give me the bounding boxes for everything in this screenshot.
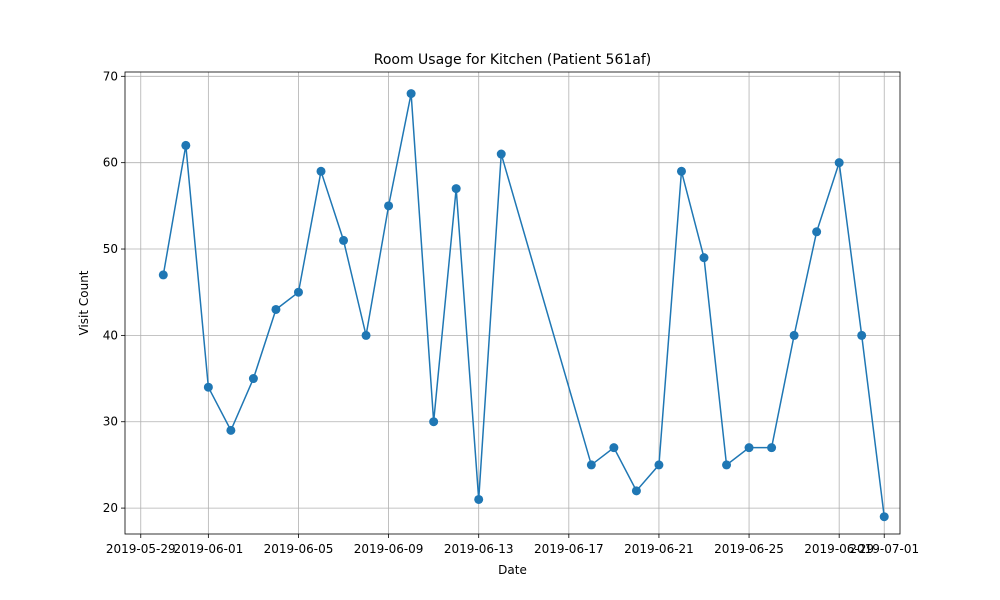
grid <box>125 72 900 534</box>
data-point <box>857 330 867 340</box>
data-point <box>767 443 777 453</box>
chart-title: Room Usage for Kitchen (Patient 561af) <box>374 52 652 68</box>
data-point <box>609 443 619 453</box>
data-point <box>699 253 709 263</box>
data-point <box>631 486 641 496</box>
data-point <box>158 270 168 280</box>
y-tick-label: 50 <box>103 242 118 256</box>
data-point <box>293 287 303 297</box>
data-point <box>361 330 371 340</box>
x-tick-label: 2019-06-01 <box>173 542 243 556</box>
data-point <box>339 235 349 245</box>
data-points <box>158 89 889 522</box>
x-tick-label: 2019-07-01 <box>849 542 919 556</box>
series-line <box>162 93 885 517</box>
data-point <box>451 184 461 194</box>
data-point <box>586 460 596 470</box>
data-point <box>722 460 732 470</box>
data-point <box>271 304 281 314</box>
data-point <box>744 443 754 453</box>
y-axis-ticks: 20 30 40 50 60 70 <box>103 69 125 515</box>
x-tick-label: 2019-06-25 <box>714 542 784 556</box>
x-tick-label: 2019-05-29 <box>106 542 176 556</box>
y-tick-label: 30 <box>103 415 118 429</box>
data-point <box>384 201 394 211</box>
x-tick-label: 2019-06-09 <box>354 542 424 556</box>
data-point <box>248 374 258 384</box>
y-tick-label: 20 <box>103 501 118 515</box>
data-point <box>181 140 191 150</box>
x-tick-label: 2019-06-17 <box>534 542 604 556</box>
data-point <box>676 166 686 176</box>
data-point <box>203 382 213 392</box>
x-tick-label: 2019-06-13 <box>444 542 514 556</box>
data-point <box>654 460 664 470</box>
x-axis-label: Date <box>498 563 527 577</box>
data-point <box>789 330 799 340</box>
data-point <box>406 89 416 99</box>
data-point <box>812 227 822 237</box>
y-axis-label: Visit Count <box>77 270 91 335</box>
y-tick-label: 70 <box>103 69 118 83</box>
data-point <box>834 158 844 168</box>
x-tick-label: 2019-06-05 <box>264 542 334 556</box>
data-point <box>429 417 439 427</box>
data-point <box>496 149 506 159</box>
y-tick-label: 60 <box>103 156 118 170</box>
plot-frame <box>124 71 901 535</box>
data-point <box>879 512 889 522</box>
data-point <box>474 494 484 504</box>
x-tick-label: 2019-06-29 <box>804 542 874 556</box>
data-point <box>226 425 236 435</box>
x-tick-label: 2019-06-21 <box>624 542 694 556</box>
data-point <box>316 166 326 176</box>
y-tick-label: 40 <box>103 328 118 342</box>
